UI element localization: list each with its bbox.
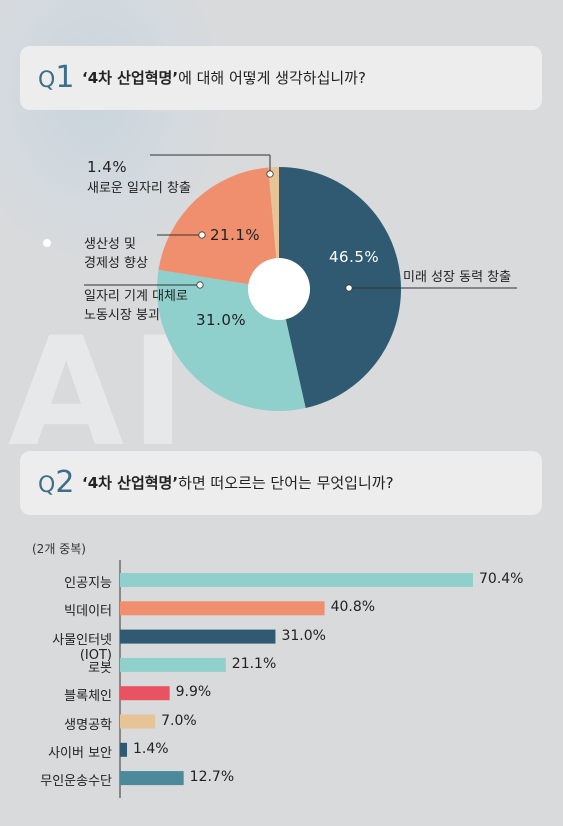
pie-label-growth-pct: 46.5% — [329, 248, 380, 266]
bar-value-label: 12.7% — [189, 769, 235, 786]
bar-category-label: 생명공학 — [64, 717, 112, 733]
leader-new-jobs-dot — [266, 170, 274, 178]
pie-label-productivity-line1: 생산성 및 — [84, 237, 136, 252]
pie-label-new-jobs-pct: 1.4% — [87, 158, 128, 176]
ai-watermark: AI — [8, 306, 192, 480]
question-2-number: Q2 — [38, 465, 75, 500]
pie-slice-growth — [279, 167, 401, 409]
bar-1 — [120, 573, 473, 587]
bar-value-label: 40.8% — [330, 599, 376, 616]
pie-center-hole — [248, 258, 310, 320]
question-1-box: Q1 ‘4차 산업혁명’에 대해 어떻게 생각하십니까? — [20, 46, 542, 110]
bar-value-label: 70.4% — [479, 571, 524, 587]
question-2-text: ‘4차 산업혁명’하면 떠오르는 단어는 무엇입니까? — [82, 474, 394, 492]
bar-category-label: 사물인터넷(IOT) — [52, 632, 112, 663]
bar-value-label: 31.0% — [281, 627, 326, 644]
pie-label-growth: 미래 성장 동력 창출 — [403, 270, 512, 285]
bar-5 — [120, 686, 170, 701]
leader-growth-dot — [345, 284, 353, 292]
bar-2 — [120, 601, 325, 616]
pie-label-replace-line1: 일자리 기계 대체로 — [84, 289, 188, 304]
pie-label-productivity-pct: 21.1% — [210, 226, 261, 244]
bar-value-label: 7.0% — [161, 712, 197, 729]
bar-value-label: 9.9% — [175, 684, 212, 701]
bar-category-label: 사이버 보안 — [48, 745, 112, 761]
bar-value-label: 1.4% — [133, 740, 169, 757]
pie-label-productivity-line2: 경제성 향상 — [84, 256, 148, 271]
bar-category-label: 블록체인 — [64, 689, 112, 705]
question-2-box: Q2 ‘4차 산업혁명’하면 떠오르는 단어는 무엇입니까? — [20, 451, 542, 515]
bar-category-label: 로봇 — [88, 660, 112, 676]
pie-label-replace-pct: 31.0% — [196, 311, 247, 329]
question-1-number: Q1 — [38, 60, 75, 95]
bar-4 — [120, 657, 226, 672]
pie-label-replace-line2: 노동시장 붕괴 — [84, 308, 160, 323]
bar-category-label: 인공지능 — [64, 576, 112, 591]
leader-productivity-dot — [198, 231, 206, 239]
leader-replace-dot — [196, 281, 204, 289]
bar-category-label: 빅데이터 — [64, 604, 112, 620]
bar-category-label: 무인운송수단 — [40, 774, 112, 790]
pie-slice-productivity — [158, 167, 279, 289]
bar-value-label: 21.1% — [231, 655, 277, 672]
bar-chart-note: (2개 중복) — [32, 542, 86, 556]
bar-6 — [120, 714, 156, 729]
bar-3 — [120, 629, 276, 644]
decor-dot — [43, 239, 51, 247]
bar-7 — [120, 742, 128, 757]
bar-8 — [120, 771, 184, 786]
pie-label-new-jobs: 새로운 일자리 창출 — [87, 181, 191, 196]
question-1-text: ‘4차 산업혁명’에 대해 어떻게 생각하십니까? — [82, 69, 366, 87]
